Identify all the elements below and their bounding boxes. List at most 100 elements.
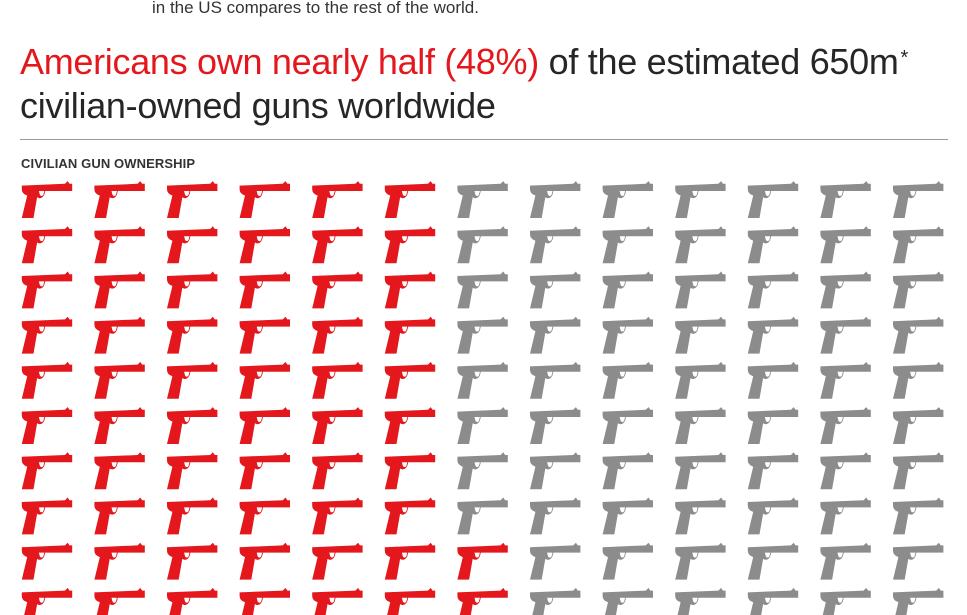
- handgun-icon-rest: [675, 226, 726, 264]
- handgun-icon-rest: [457, 181, 508, 218]
- handgun-icon-rest: [893, 497, 944, 535]
- handgun-icon-rest: [530, 497, 581, 535]
- handgun-icon-rest: [602, 407, 653, 444]
- handgun-icon-rest: [530, 587, 581, 615]
- handgun-icon-us: [384, 497, 436, 535]
- handgun-icon-rest: [820, 452, 871, 490]
- handgun-icon-us: [21, 407, 73, 444]
- pictogram-chart: [21, 181, 944, 615]
- handgun-icon-us: [21, 497, 73, 535]
- handgun-icon-rest: [820, 361, 871, 399]
- handgun-icon-us: [312, 452, 363, 490]
- handgun-icon-rest: [675, 361, 726, 399]
- handgun-icon-us: [21, 361, 73, 399]
- handgun-icon-us: [94, 361, 145, 399]
- handgun-icon-us: [312, 542, 363, 580]
- handgun-icon-rest: [602, 497, 653, 535]
- handgun-icon-rest: [675, 316, 726, 354]
- handgun-icon-us: [239, 542, 290, 580]
- handgun-icon-rest: [893, 542, 944, 580]
- handgun-icon-rest: [602, 181, 653, 218]
- handgun-icon-rest: [530, 226, 581, 264]
- handgun-icon-us: [94, 271, 145, 309]
- handgun-icon-us: [94, 181, 145, 218]
- handgun-icon-us: [167, 361, 218, 399]
- handgun-icon-rest: [747, 316, 799, 354]
- handgun-icon-rest: [602, 542, 653, 580]
- intro-text: in the US compares to the rest of the wo…: [152, 0, 479, 17]
- handgun-icon-rest: [530, 361, 581, 399]
- handgun-icon-us: [239, 316, 290, 354]
- handgun-icon-us: [167, 587, 218, 615]
- handgun-icon-rest: [893, 452, 944, 490]
- handgun-icon-us: [167, 181, 218, 218]
- handgun-icon-us: [312, 497, 363, 535]
- handgun-icon-rest: [530, 271, 581, 309]
- handgun-icon-us: [384, 226, 436, 264]
- handgun-icon-rest: [893, 587, 944, 615]
- handgun-icon-rest: [675, 452, 726, 490]
- handgun-icon-rest: [893, 316, 944, 354]
- handgun-icon-rest: [675, 271, 726, 309]
- handgun-icon-us: [239, 361, 290, 399]
- handgun-icon-us: [21, 181, 73, 218]
- handgun-icon-rest: [747, 542, 799, 580]
- handgun-icon-rest: [893, 226, 944, 264]
- handgun-icon-us: [21, 316, 73, 354]
- handgun-icon-us: [94, 497, 145, 535]
- handgun-icon-us: [239, 452, 290, 490]
- handgun-icon-rest: [820, 542, 871, 580]
- handgun-icon-rest: [747, 587, 799, 615]
- handgun-icon-us: [94, 587, 145, 615]
- handgun-icon-rest: [457, 452, 508, 490]
- handgun-icon-rest: [747, 452, 799, 490]
- handgun-icon-rest: [747, 361, 799, 399]
- handgun-icon-us: [94, 407, 145, 444]
- handgun-icon-rest: [675, 181, 726, 218]
- handgun-icon-rest: [747, 226, 799, 264]
- handgun-icon-rest: [820, 181, 871, 218]
- handgun-icon-rest: [820, 587, 871, 615]
- handgun-icon-us: [312, 181, 363, 218]
- handgun-icon-us: [167, 316, 218, 354]
- handgun-icon-us: [94, 226, 145, 264]
- handgun-icon-us: [167, 271, 218, 309]
- handgun-icon-rest: [893, 181, 944, 218]
- handgun-icon-rest: [747, 271, 799, 309]
- handgun-icon-us: [94, 542, 145, 580]
- handgun-icon-rest: [820, 316, 871, 354]
- handgun-icon-us: [167, 497, 218, 535]
- handgun-icon-us: [239, 407, 290, 444]
- pictogram-icons: [21, 181, 944, 615]
- handgun-icon-us: [21, 542, 73, 580]
- handgun-icon-rest: [820, 407, 871, 444]
- handgun-icon-us: [167, 226, 218, 264]
- handgun-icon-rest: [675, 542, 726, 580]
- handgun-icon-us: [312, 361, 363, 399]
- handgun-icon-us: [384, 542, 436, 580]
- headline: Americans own nearly half (48%) of the e…: [20, 40, 950, 128]
- handgun-icon-rest: [530, 542, 581, 580]
- handgun-icon-us: [167, 407, 218, 444]
- handgun-icon-us: [312, 271, 363, 309]
- handgun-icon-us: [94, 316, 145, 354]
- handgun-icon-rest: [602, 587, 653, 615]
- headline-rest: of the estimated 650m: [538, 41, 899, 82]
- handgun-icon-rest: [675, 407, 726, 444]
- handgun-icon-rest: [602, 316, 653, 354]
- handgun-icon-rest: [457, 316, 508, 354]
- headline-line2: civilian-owned guns worldwide: [20, 85, 496, 126]
- handgun-icon-rest: [530, 407, 581, 444]
- handgun-icon-rest: [602, 452, 653, 490]
- handgun-icon-rest: [530, 452, 581, 490]
- handgun-icon-rest: [747, 181, 799, 218]
- handgun-icon-us: [384, 271, 436, 309]
- handgun-icon-us: [21, 587, 73, 615]
- handgun-icon-us: [239, 226, 290, 264]
- handgun-icon-rest: [747, 407, 799, 444]
- handgun-icon-us: [312, 407, 363, 444]
- handgun-icon-rest: [602, 361, 653, 399]
- handgun-icon-us: [239, 587, 290, 615]
- handgun-icon-us: [457, 587, 508, 615]
- handgun-icon-rest: [457, 271, 508, 309]
